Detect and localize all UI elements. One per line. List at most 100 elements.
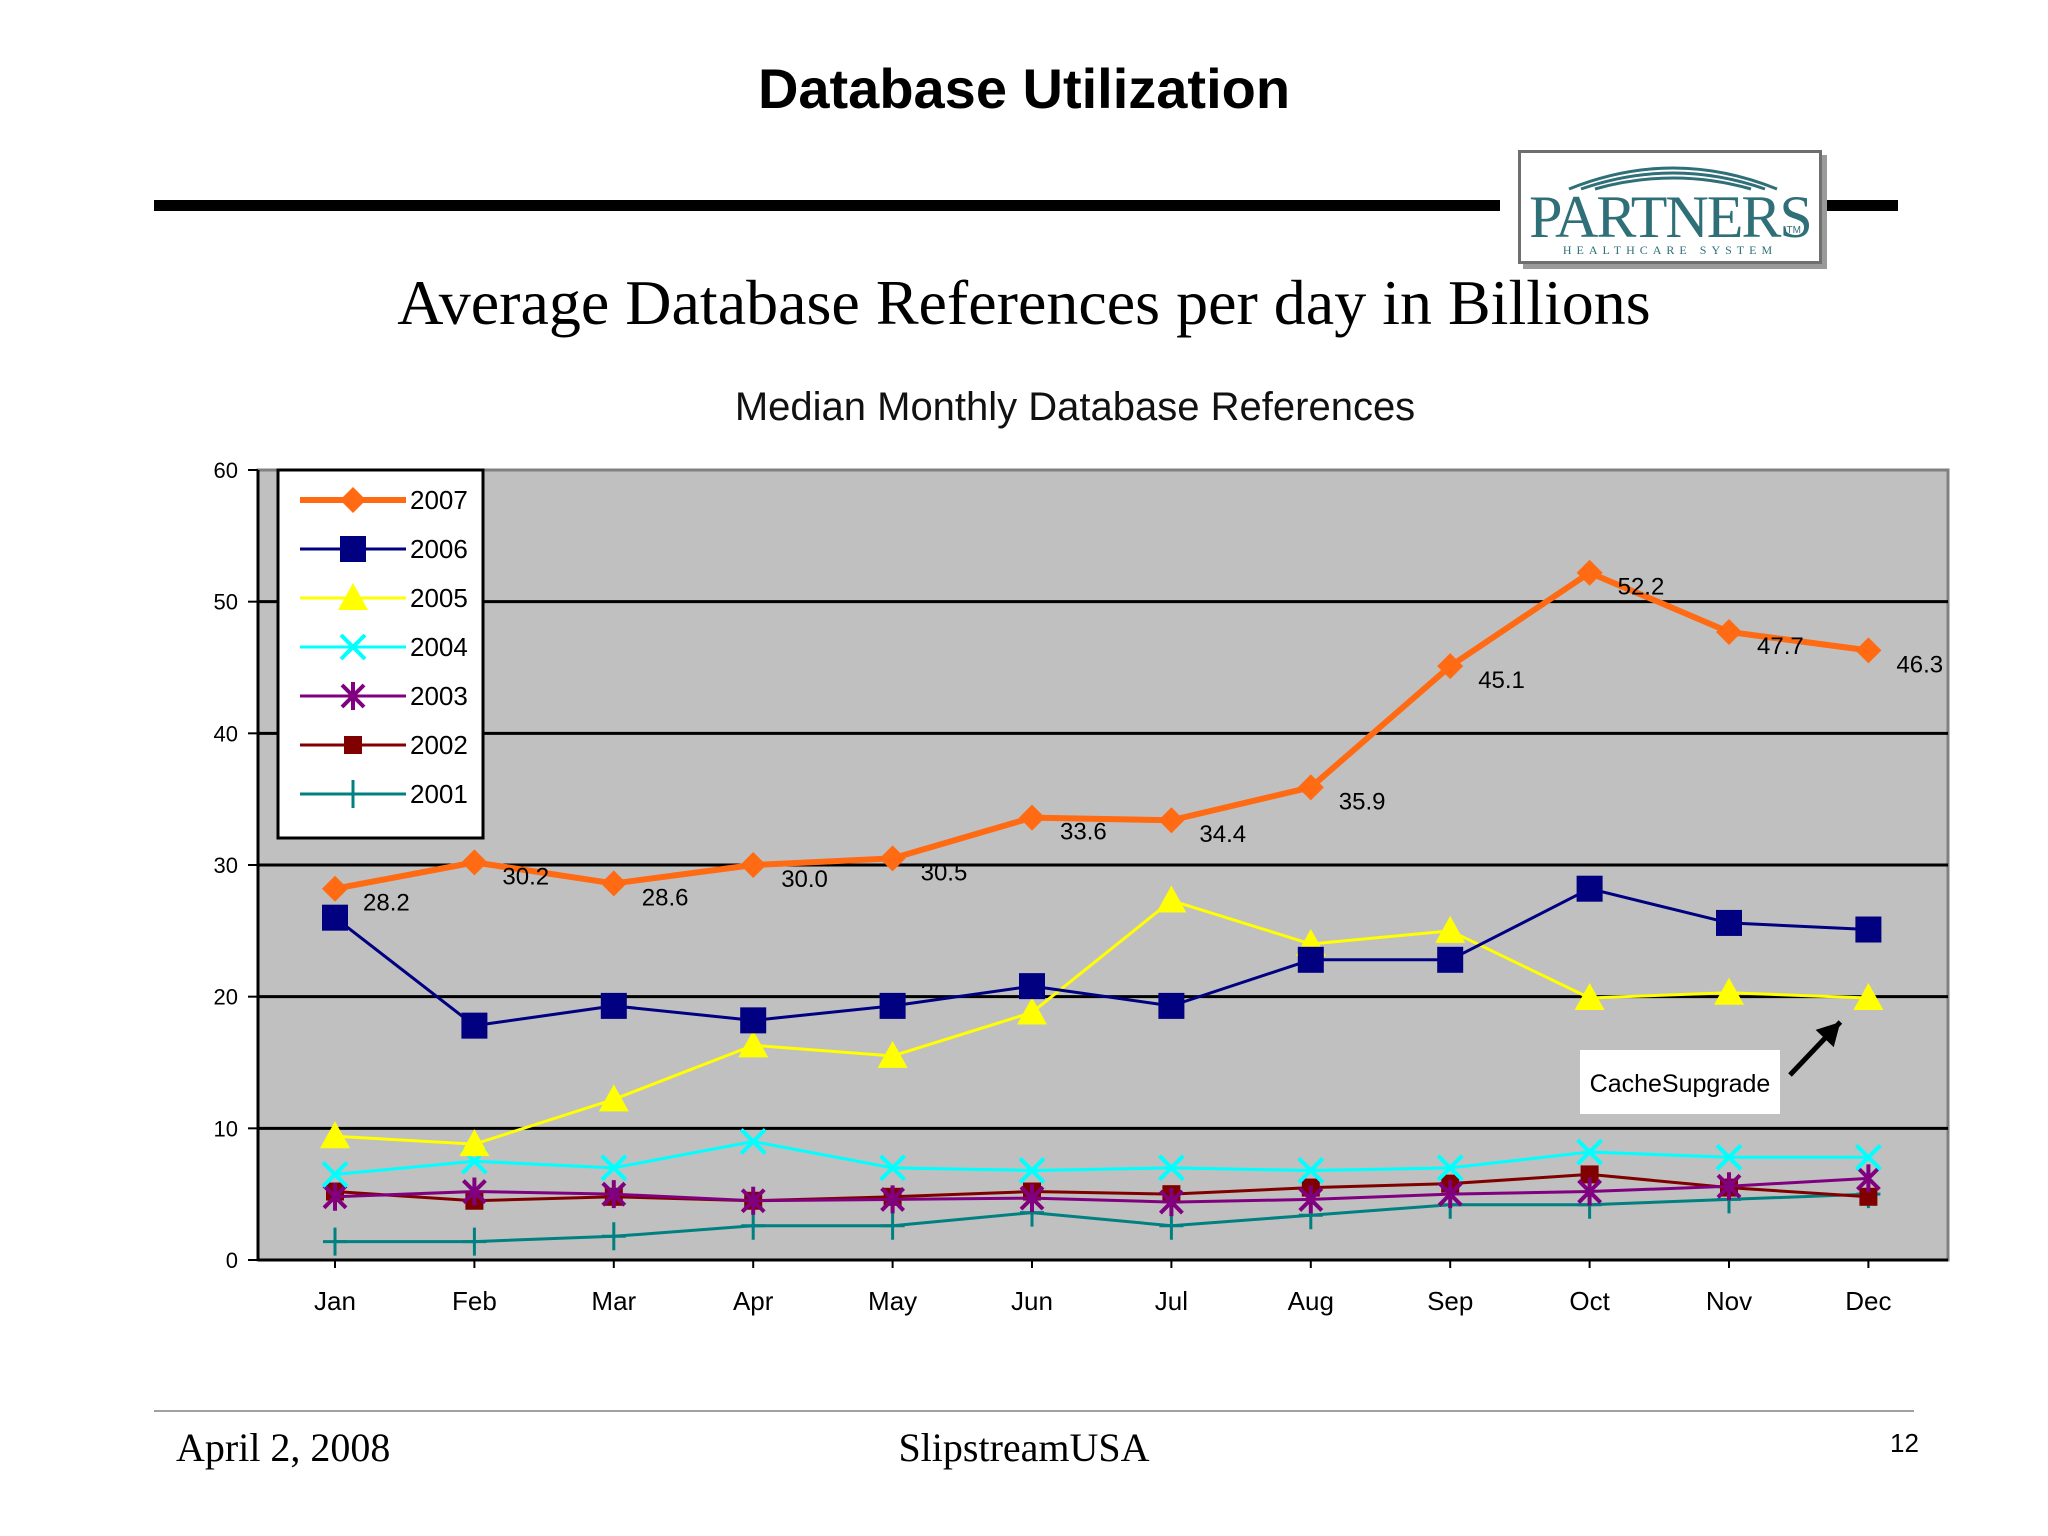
series-2003 <box>322 1164 1881 1217</box>
data-point <box>323 1227 347 1256</box>
series-line <box>335 1192 1869 1244</box>
x-tick-label: May <box>868 1286 917 1316</box>
x-tick-label: Jun <box>1011 1286 1053 1316</box>
data-point <box>322 904 348 931</box>
legend: 2007 2006 2005 2004 2003 2002 2001 <box>276 468 485 840</box>
data-label: 46.3 <box>1896 651 1943 678</box>
logo-tagline: HEALTHCARE SYSTEM <box>1562 243 1778 257</box>
data-point <box>1715 1143 1743 1171</box>
legend-swatch-marker <box>339 633 367 661</box>
line-chart: Median Monthly Database References 0 10 20 3… <box>214 385 1950 1316</box>
data-point <box>879 992 906 1019</box>
data-point <box>1574 982 1605 1010</box>
x-tick-label: Jan <box>314 1286 356 1316</box>
data-point <box>322 1182 348 1211</box>
data-point <box>1158 807 1185 834</box>
data-point <box>461 849 488 876</box>
data-point <box>320 1121 350 1149</box>
data-point <box>1019 804 1045 831</box>
data-point <box>459 1129 490 1157</box>
x-tick-label: Oct <box>1569 1286 1610 1316</box>
data-point <box>1576 875 1603 902</box>
data-point <box>1297 946 1324 973</box>
annotation-box <box>1580 1050 1780 1114</box>
logo-arc-icon <box>1568 166 1778 191</box>
data-point <box>739 1128 767 1155</box>
data-label: 35.9 <box>1339 788 1386 815</box>
data-point <box>1018 1157 1046 1184</box>
x-tick-label: Nov <box>1706 1286 1752 1316</box>
data-point <box>1156 885 1187 913</box>
data-point <box>1297 774 1324 801</box>
legend-label: 2002 <box>410 730 468 760</box>
y-tick-label: 20 <box>214 985 238 1010</box>
data-point <box>1716 1172 1742 1201</box>
data-label: 30.5 <box>921 859 968 886</box>
data-point <box>738 1030 769 1058</box>
data-point <box>461 1012 488 1039</box>
y-tick-label: 50 <box>214 590 238 615</box>
data-point <box>741 1211 766 1240</box>
data-point <box>880 1185 906 1214</box>
data-point <box>601 1180 627 1209</box>
data-label: 28.6 <box>642 884 689 911</box>
legend-swatch-marker <box>340 536 366 562</box>
data-point <box>461 1177 487 1206</box>
data-label: 33.6 <box>1060 819 1107 846</box>
data-point <box>1855 637 1882 664</box>
legend-label: 2004 <box>410 632 468 662</box>
data-label: 30.2 <box>502 863 549 890</box>
data-point <box>1855 1164 1881 1193</box>
data-point <box>1157 1154 1185 1182</box>
data-point <box>598 1084 629 1112</box>
series-2007: 28.2 30.2 28.6 30.0 30.5 33.6 34.4 35.9 45.1 52.2… <box>322 559 1943 917</box>
legend-label: 2007 <box>410 485 468 515</box>
data-point <box>879 1154 907 1182</box>
data-point <box>1435 915 1466 943</box>
data-point <box>879 845 906 872</box>
legend-swatch-marker <box>338 583 368 610</box>
data-point <box>1158 1188 1184 1217</box>
data-point <box>1577 1177 1603 1206</box>
series-line <box>334 1176 1869 1204</box>
title-divider <box>154 200 1500 211</box>
series-line <box>334 899 1869 1146</box>
data-point <box>601 1222 626 1251</box>
y-tick-label: 30 <box>214 853 238 878</box>
series-2004 <box>321 1128 1882 1188</box>
data-label: 30.0 <box>781 866 828 893</box>
annotation-text: CacheSupgrade <box>1590 1070 1771 1098</box>
data-point <box>322 875 348 902</box>
data-label: 28.2 <box>363 890 410 917</box>
series-line <box>334 1172 1869 1203</box>
data-point <box>1437 946 1464 973</box>
data-point <box>1437 653 1464 680</box>
x-tick-label: Mar <box>591 1286 636 1316</box>
data-point <box>1580 1165 1599 1184</box>
data-point <box>880 1211 905 1240</box>
data-label: 45.1 <box>1478 667 1525 694</box>
data-point <box>1158 992 1185 1019</box>
annotation-arrow-head <box>1815 1021 1841 1048</box>
slide-subtitle: Average Database References per day in B… <box>397 267 1651 338</box>
data-point <box>1576 559 1603 586</box>
x-tick-label: Dec <box>1845 1286 1891 1316</box>
slide-title: Database Utilization <box>757 57 1291 120</box>
data-point <box>1853 982 1884 1010</box>
data-point <box>1576 1138 1604 1166</box>
legend-label: 2006 <box>410 534 468 564</box>
data-point <box>740 1186 766 1215</box>
data-point <box>1437 1180 1463 1209</box>
y-tick-label: 60 <box>214 458 238 483</box>
data-point <box>600 870 627 897</box>
legend-box <box>276 468 485 840</box>
series-line <box>334 1140 1869 1176</box>
data-label: 47.7 <box>1757 633 1804 660</box>
legend-swatch-marker <box>340 487 366 513</box>
y-tick-label: 0 <box>226 1248 238 1273</box>
logo-trademark: TM <box>1786 225 1801 236</box>
x-tick-label: Aug <box>1288 1286 1334 1316</box>
data-label: 34.4 <box>1199 821 1246 848</box>
data-point <box>600 1154 628 1182</box>
data-point <box>1159 1211 1184 1240</box>
